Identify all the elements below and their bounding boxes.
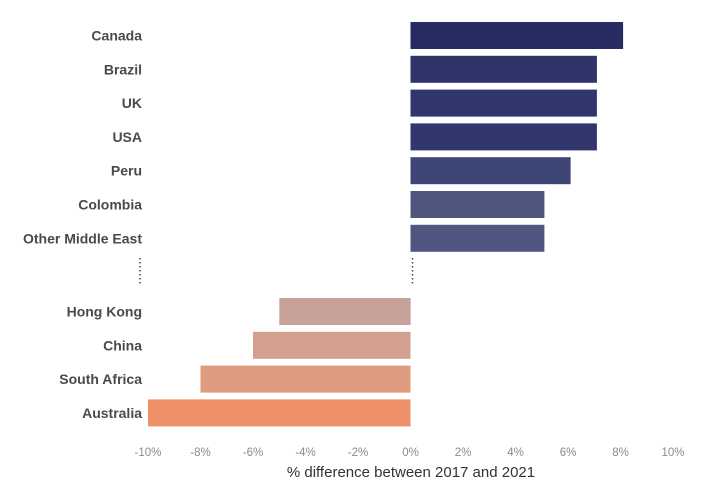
x-tick-labels: -10% -8% -6% -4% -2% 0% 2% 4% 6% 8% 10% [135, 447, 685, 459]
x-tick-label: -10% [135, 447, 162, 459]
category-label: Hong Kong [67, 304, 142, 320]
bar-peru [410, 157, 571, 185]
x-tick-label: 4% [507, 447, 524, 459]
category-label: China [103, 337, 142, 353]
category-label: Brazil [104, 61, 142, 77]
bar-china [253, 331, 411, 359]
category-label: Other Middle East [23, 230, 142, 246]
bars [148, 22, 624, 427]
bar-australia [148, 399, 411, 427]
category-label: UK [122, 95, 142, 111]
category-labels: Canada Brazil UK USA Peru Colombia Other Middl… [23, 28, 142, 421]
category-label: Canada [91, 28, 142, 44]
bar-brazil [410, 55, 597, 83]
category-label: Colombia [78, 197, 142, 213]
category-label: South Africa [59, 371, 142, 387]
x-tick-label: -2% [348, 447, 368, 459]
x-tick-label: 0% [402, 447, 419, 459]
gap-markers [139, 258, 414, 284]
x-tick-label: -8% [190, 447, 210, 459]
bar-uk [410, 89, 597, 117]
bar-south-africa [200, 365, 411, 393]
category-label: Australia [82, 405, 142, 421]
x-tick-label: 6% [560, 447, 577, 459]
bar-hong-kong [279, 298, 411, 325]
x-tick-label: 2% [455, 447, 472, 459]
x-tick-label: 10% [661, 447, 684, 459]
bar-usa [410, 123, 597, 151]
x-axis-title: % difference between 2017 and 2021 [287, 464, 535, 481]
bar-other-middle-east [410, 224, 545, 252]
bar-colombia [410, 191, 545, 218]
x-tick-label: -4% [295, 447, 315, 459]
bar-canada [410, 22, 624, 49]
x-tick-label: -6% [243, 447, 263, 459]
x-tick-label: 8% [612, 447, 629, 459]
category-label: USA [112, 129, 142, 145]
category-label: Peru [111, 163, 142, 179]
